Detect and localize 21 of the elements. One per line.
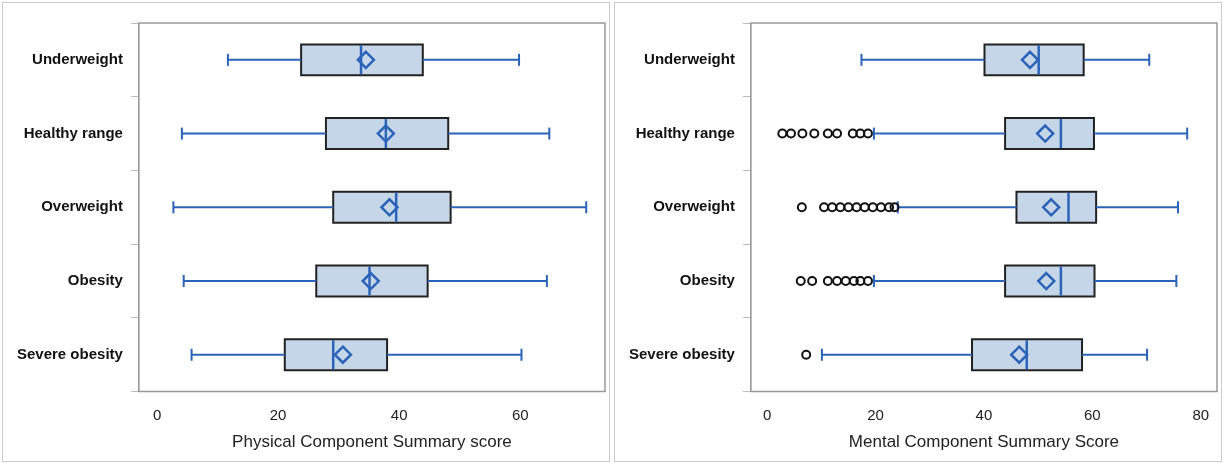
y-tick-label: Severe obesity [16, 344, 124, 362]
y-tick-label: Severe obesity [628, 344, 736, 362]
y-tick-label: Underweight [32, 50, 123, 67]
y-tick-label: Healthy range [635, 123, 735, 141]
x-tick-label: 40 [390, 405, 408, 423]
x-axis-title: Physical Component Summary score [232, 432, 512, 452]
x-tick-label: 80 [1192, 405, 1210, 423]
y-tick-label: Overweight [41, 197, 123, 215]
y-tick-label: Obesity [679, 271, 736, 289]
x-tick-label: 20 [269, 405, 287, 423]
x-tick-label: 20 [867, 405, 884, 423]
x-tick-label: 40 [975, 405, 993, 423]
y-tick-label: Obesity [67, 271, 124, 289]
x-tick-label: 0 [762, 405, 772, 423]
x-tick-label: 0 [152, 405, 162, 423]
x-axis-title: Mental Component Summary Score [848, 432, 1120, 452]
y-tick-label: Overweight [653, 197, 735, 215]
y-tick-label: Underweight [644, 50, 735, 67]
x-tick-label: 60 [511, 405, 529, 423]
y-tick-label: Healthy range [23, 123, 123, 141]
x-tick-label: 60 [1084, 405, 1101, 423]
